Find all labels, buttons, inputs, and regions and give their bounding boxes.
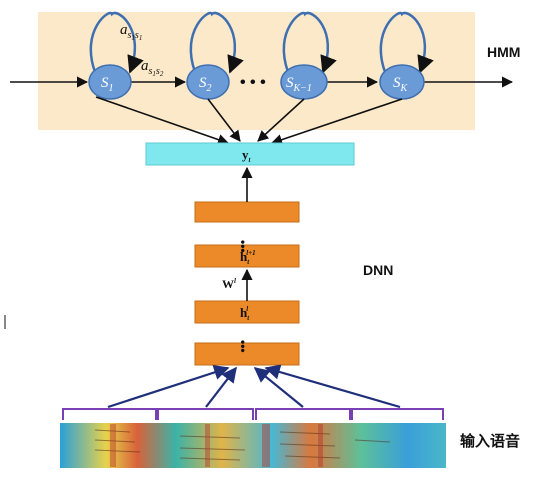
input-arrows bbox=[107, 364, 401, 409]
weight-label: Wl bbox=[222, 277, 236, 291]
dnn-input-layer bbox=[194, 342, 300, 366]
hidden-lower-label: htl bbox=[240, 305, 250, 322]
self-loop-sk bbox=[379, 11, 434, 74]
emission-arrows bbox=[95, 96, 403, 146]
self-loop-s2 bbox=[189, 11, 244, 74]
state-ellipsis: • • • bbox=[240, 74, 266, 91]
self-loop-sk1 bbox=[282, 11, 337, 74]
dnn-label: DNN bbox=[363, 262, 394, 278]
hmm-label: HMM bbox=[487, 44, 521, 60]
frame-brackets bbox=[62, 408, 444, 420]
self-loop-s1 bbox=[89, 11, 144, 74]
state-s1 bbox=[88, 64, 132, 100]
input-speech-label: 输入语音 bbox=[460, 433, 521, 450]
dnn-ellipsis-lower: ••• bbox=[236, 340, 250, 353]
output-box bbox=[145, 142, 355, 166]
spectrogram bbox=[60, 423, 446, 468]
dnn-hidden-upper bbox=[194, 244, 300, 268]
dnn-top-layer bbox=[194, 201, 300, 223]
output-label: yt bbox=[242, 147, 252, 164]
self-loops bbox=[89, 11, 434, 74]
dnn-ellipsis-upper: ••• bbox=[236, 240, 250, 253]
